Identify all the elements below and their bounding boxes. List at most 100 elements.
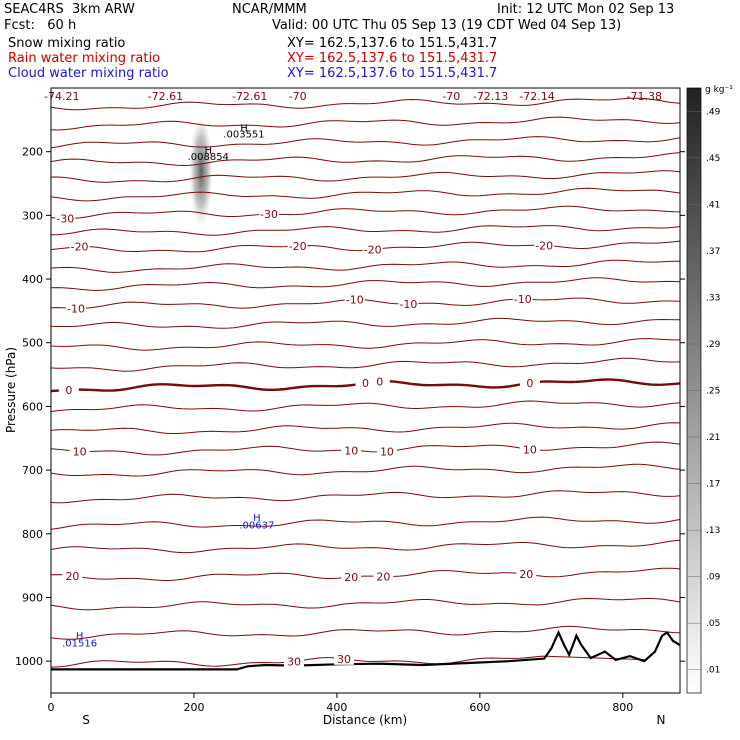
field-rain-xy: XY= 162.5,137.6 to 151.5,431.7 bbox=[287, 51, 498, 66]
isotherm-labels: -30 -30-20 -20 -20 -20-10-10 -10 -1000 0 010 10 10… bbox=[44, 90, 662, 669]
isotherm-line bbox=[50, 317, 680, 329]
isotherm-label: -30 bbox=[260, 208, 278, 221]
isotherm-line bbox=[50, 597, 681, 611]
y-tick-label: 300 bbox=[22, 209, 43, 222]
terrain bbox=[51, 629, 681, 671]
isotherm-label: 0 bbox=[376, 375, 383, 388]
isotherm-label: -10 bbox=[67, 302, 85, 315]
x-tick-label: 200 bbox=[183, 701, 204, 714]
label-mask bbox=[376, 445, 397, 458]
colorbar-label: .17 bbox=[706, 480, 720, 490]
south-endpoint-label: S bbox=[82, 713, 90, 727]
label-mask bbox=[519, 376, 540, 389]
isotherm-line bbox=[50, 136, 681, 149]
isotherm-label: 0 bbox=[362, 377, 369, 390]
field-max-annotation: .01516 bbox=[62, 639, 97, 650]
isotherm-line bbox=[50, 490, 681, 504]
label-mask bbox=[55, 212, 76, 225]
isotherm-label: 30 bbox=[287, 656, 301, 669]
isotherm-label: -10 bbox=[346, 293, 364, 306]
label-mask bbox=[512, 293, 533, 306]
isotherm-line bbox=[50, 225, 681, 236]
field-max-annotation: H bbox=[240, 123, 248, 134]
colorbar-label: .45 bbox=[706, 154, 720, 164]
organization: NCAR/MMM bbox=[232, 2, 307, 17]
top-isotherm-label: -72.61 bbox=[148, 90, 183, 103]
isotherm-label: 0 bbox=[526, 377, 533, 390]
y-tick-label: 400 bbox=[22, 273, 43, 286]
north-endpoint-label: N bbox=[657, 713, 666, 727]
isotherm-label: 10 bbox=[380, 446, 394, 459]
terrain-line bbox=[51, 629, 681, 671]
distance-axis: 0 200 400 600 800 bbox=[48, 693, 633, 714]
x-tick-label: 0 bbox=[48, 701, 55, 714]
y-tick-label: 200 bbox=[22, 146, 43, 159]
top-isotherm-label: -70 bbox=[289, 90, 307, 103]
field-snow-name: Snow mixing ratio bbox=[8, 36, 126, 51]
label-mask bbox=[62, 569, 83, 582]
isotherm-label: 10 bbox=[73, 445, 87, 458]
isotherm-label: -20 bbox=[364, 244, 382, 257]
y-tick-label: 800 bbox=[22, 528, 43, 541]
colorbar-label: .29 bbox=[706, 340, 721, 350]
isotherm-label: -20 bbox=[289, 240, 307, 253]
colorbar-label: .01 bbox=[706, 666, 720, 676]
isotherm-line bbox=[50, 152, 681, 167]
colorbar-label: .25 bbox=[706, 387, 720, 397]
label-mask bbox=[69, 445, 90, 458]
colorbar-label: .13 bbox=[706, 526, 720, 536]
top-isotherm-label: -71.38 bbox=[627, 90, 662, 103]
label-mask bbox=[69, 240, 90, 253]
isotherm-line bbox=[50, 400, 681, 413]
y-tick-label: 700 bbox=[22, 464, 43, 477]
label-mask bbox=[373, 570, 394, 583]
init-time: Init: 12 UTC Mon 02 Sep 13 bbox=[497, 2, 675, 17]
label-mask bbox=[369, 375, 390, 388]
colorbar-unit: g kg⁻¹ bbox=[705, 85, 733, 95]
label-mask bbox=[534, 239, 555, 252]
field-cloudwater-name: Cloud water mixing ratio bbox=[8, 66, 169, 81]
isotherm-label: -20 bbox=[535, 239, 553, 252]
top-isotherm-label: -70 bbox=[442, 90, 460, 103]
isotherm-label: 20 bbox=[376, 570, 390, 583]
isotherm-line bbox=[50, 259, 681, 273]
x-tick-label: 400 bbox=[326, 701, 347, 714]
colorbar-label: .41 bbox=[706, 200, 720, 210]
label-mask bbox=[341, 444, 362, 457]
y-tick-label: 900 bbox=[22, 591, 43, 604]
top-isotherm-label: -74.21 bbox=[44, 90, 79, 103]
isotherm-line bbox=[50, 441, 681, 456]
label-mask bbox=[58, 383, 79, 396]
colorbar-label: .33 bbox=[706, 293, 720, 303]
isotherm-line bbox=[50, 170, 681, 183]
isotherm-line bbox=[50, 463, 681, 477]
label-mask bbox=[334, 652, 355, 665]
field-rain-name: Rain water mixing ratio bbox=[8, 51, 161, 66]
isotherm-label: -10 bbox=[514, 293, 532, 306]
top-isotherm-label: -72.13 bbox=[473, 90, 508, 103]
colorbar-label: .49 bbox=[706, 107, 721, 117]
valid-time: Valid: 00 UTC Thu 05 Sep 13 (19 CDT Wed … bbox=[272, 18, 622, 33]
isotherm-label: -30 bbox=[56, 213, 74, 226]
isotherm-label: 20 bbox=[344, 571, 358, 584]
label-mask bbox=[284, 655, 305, 668]
model-name: SEAC4RS 3km ARW bbox=[4, 2, 135, 17]
isotherm-line bbox=[50, 297, 681, 309]
isotherm-line bbox=[50, 422, 681, 434]
x-tick-label: 800 bbox=[612, 701, 633, 714]
isotherm-line bbox=[50, 516, 681, 530]
colorbar-ticks: .01 .05 .09 .13 .17 .21 .25 .29 .33 .37 .41 .45 .49 bbox=[687, 107, 721, 676]
field-max-annotation: .008854 bbox=[188, 152, 229, 163]
isotherm-line bbox=[50, 625, 681, 640]
label-mask bbox=[516, 568, 537, 581]
isotherm-line bbox=[50, 187, 681, 202]
isotherm-line bbox=[50, 338, 680, 351]
isotherm-label: -10 bbox=[399, 298, 417, 311]
isotherm-label: 20 bbox=[519, 568, 533, 581]
label-mask bbox=[362, 243, 383, 256]
isotherm-label: -20 bbox=[71, 241, 89, 254]
isotherm-line bbox=[50, 116, 681, 131]
